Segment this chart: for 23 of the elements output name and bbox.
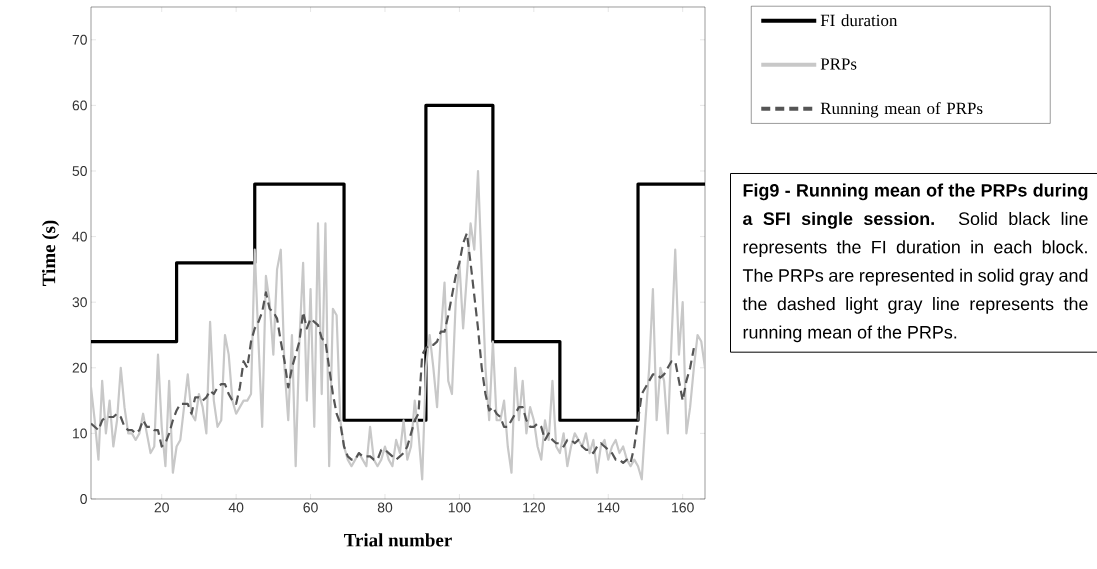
y-tick-label: 50 — [72, 166, 87, 176]
y-tick-label: 40 — [72, 231, 87, 242]
legend-label: PRPs — [820, 58, 857, 70]
line-series — [91, 169, 706, 481]
x-tick-label: 140 — [597, 502, 620, 513]
y-tick-label: 20 — [72, 362, 87, 373]
legend-label: FI duration — [820, 14, 898, 27]
x-tick-label: 40 — [228, 502, 244, 513]
x-tick-label: 60 — [303, 502, 318, 513]
x-tick-label: 20 — [154, 502, 169, 513]
x-tick-label: 120 — [523, 502, 545, 513]
y-axis-title: Time (s) — [41, 220, 60, 286]
y-tick-label: 60 — [72, 100, 87, 111]
legend-label: Running mean of PRPs — [820, 102, 983, 118]
y-tick-label: 10 — [73, 428, 87, 439]
x-tick-label: 160 — [672, 502, 694, 513]
x-axis-title: Trial number — [344, 533, 452, 547]
x-tick-label: 80 — [377, 502, 393, 513]
y-tick-label: 70 — [72, 34, 87, 45]
y-tick-label: 30 — [72, 297, 87, 308]
y-tick-label: 0 — [80, 494, 87, 504]
text: Fig9 - Running mean of the PRPs during a SFI single session. Solid black line represents the FI duration in each block. The PRPs are represented in solid gray and the dashed light gray line represents the running mean of the PRPs. — [742, 183, 1088, 343]
x-tick-label: 100 — [448, 502, 471, 513]
